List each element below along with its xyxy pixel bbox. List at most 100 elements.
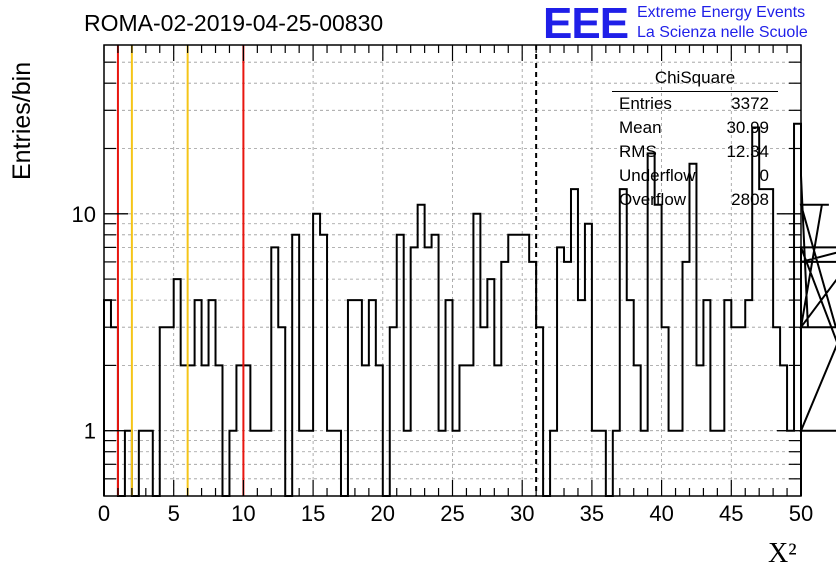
- histogram-bin: [425, 247, 432, 496]
- histogram-bin: [564, 262, 571, 496]
- histogram-bin: [683, 262, 690, 496]
- histogram-bin: [459, 365, 466, 496]
- histogram-bin: [480, 327, 487, 496]
- histogram-bin: [529, 262, 536, 496]
- stats-row-underflow: Underflow 0: [612, 164, 778, 188]
- logo-line-2: La Scienza nelle Scuole: [637, 24, 808, 41]
- histogram-bin: [439, 431, 446, 496]
- eee-logo: EEE: [543, 0, 629, 48]
- histogram-bin: [466, 365, 473, 496]
- histogram-bin: [773, 327, 780, 496]
- histogram-bin: [299, 431, 306, 496]
- stats-title: ChiSquare: [612, 66, 778, 92]
- histogram-bin: [557, 247, 564, 496]
- histogram-bin: [669, 431, 676, 496]
- stats-value: 0: [759, 166, 769, 185]
- histogram-bin: [662, 327, 669, 496]
- y-tick-label: 10: [72, 202, 96, 227]
- stats-label: Overflow: [619, 190, 687, 209]
- histogram-bin: [376, 365, 383, 496]
- stats-label: Underflow: [619, 166, 696, 185]
- x-tick-label: 45: [719, 501, 743, 526]
- histogram-bin: [125, 431, 132, 496]
- histogram-bin: [418, 205, 425, 496]
- histogram-bin: [696, 365, 703, 496]
- stats-value: 30.99: [726, 118, 769, 137]
- histogram-bin: [181, 365, 188, 496]
- stats-label: Entries: [619, 94, 672, 113]
- histogram-bin: [306, 431, 313, 496]
- x-tick-label: 35: [580, 501, 604, 526]
- histogram-bin: [397, 235, 404, 496]
- histogram-bin: [453, 431, 460, 496]
- histogram-bin: [320, 235, 327, 496]
- reference-lines: [116, 45, 538, 496]
- histogram-outline: [103, 122, 836, 497]
- histogram-bin: [362, 365, 369, 496]
- histogram-bin: [487, 279, 494, 496]
- histogram-bin: [641, 431, 648, 496]
- histogram-bin: [195, 300, 202, 496]
- histogram-bin: [146, 431, 153, 496]
- histogram-bin: [139, 431, 146, 496]
- stats-value: 12.34: [726, 142, 769, 161]
- histogram-bin: [620, 189, 627, 496]
- histogram-bin: [348, 300, 355, 496]
- histogram-bin: [745, 300, 752, 496]
- axis-ticks: 0 5 10 15 20 25 30 35 40 45 50 1 10: [72, 45, 813, 526]
- histogram-bin: [404, 431, 411, 496]
- histogram-bin: [432, 235, 439, 496]
- x-tick-label: 30: [510, 501, 534, 526]
- histogram-bin: [229, 431, 236, 496]
- histogram-bin: [717, 431, 724, 496]
- x-tick-label: 40: [649, 501, 673, 526]
- histogram-bin: [627, 300, 634, 496]
- stats-box: ChiSquare Entries 3372 Mean 30.99 RMS 12…: [612, 66, 778, 212]
- histogram-bin: [724, 300, 731, 496]
- histogram-bin: [278, 327, 285, 496]
- x-axis-label: X²: [768, 538, 797, 569]
- histogram-bin: [759, 189, 766, 496]
- histogram-bin: [578, 300, 585, 496]
- stats-value: 3372: [731, 94, 769, 113]
- histogram-bin: [174, 279, 181, 496]
- stats-row-entries: Entries 3372: [612, 92, 778, 116]
- x-tick-label: 10: [231, 501, 255, 526]
- histogram-bin: [104, 300, 111, 496]
- histogram-bin: [188, 365, 195, 496]
- histogram-bin: [202, 365, 209, 496]
- histogram-bin: [613, 431, 620, 496]
- histogram-bin: [257, 431, 264, 496]
- x-tick-label: 50: [789, 501, 813, 526]
- histogram-bin: [250, 431, 257, 496]
- histogram-bin: [243, 365, 250, 496]
- stats-value: 2808: [731, 190, 769, 209]
- histogram-bin: [292, 235, 299, 496]
- histogram-bin: [703, 300, 710, 496]
- x-tick-label: 20: [371, 501, 395, 526]
- histogram-bin: [369, 300, 376, 496]
- x-tick-label: 15: [301, 501, 325, 526]
- histogram-bin: [550, 431, 557, 496]
- histogram-bin: [731, 327, 738, 496]
- x-tick-label: 0: [98, 501, 110, 526]
- histogram-bin: [655, 205, 662, 496]
- histogram-bin: [473, 214, 480, 496]
- histogram-bin: [585, 224, 592, 496]
- histogram-bin: [508, 235, 515, 496]
- histogram-bin: [571, 189, 578, 496]
- histogram-bin: [634, 365, 641, 496]
- histogram-bin: [111, 327, 118, 496]
- histogram-bin: [160, 327, 167, 496]
- histogram-bin: [599, 431, 606, 496]
- histogram-bin: [355, 300, 362, 496]
- stats-label: Mean: [619, 118, 662, 137]
- stats-row-rms: RMS 12.34: [612, 140, 778, 164]
- histogram-bin: [209, 300, 216, 496]
- histogram-bin: [327, 431, 334, 496]
- y-tick-label: 1: [84, 419, 96, 444]
- histogram-bin: [271, 247, 278, 496]
- histogram-bin: [710, 431, 717, 496]
- logo-line-1: Extreme Energy Events: [637, 4, 806, 21]
